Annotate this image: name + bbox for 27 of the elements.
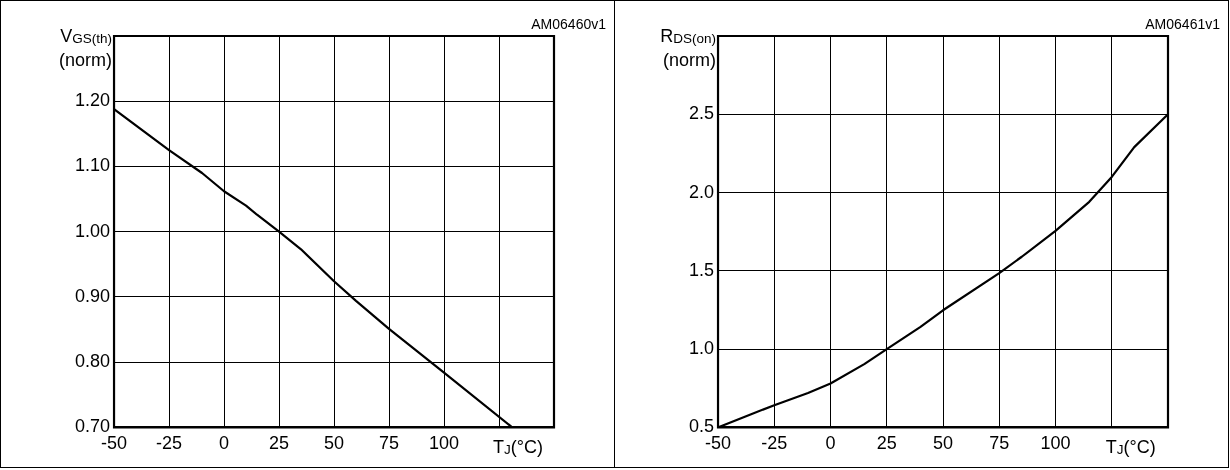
y-tick-label: 2.0 [688, 181, 715, 202]
text: AM06460v1 [531, 15, 607, 32]
y-tick-label: 0.90 [74, 285, 111, 306]
x-axis-title: TJ(°C) [1105, 437, 1156, 458]
x-tick-label: 50 [933, 433, 954, 454]
x-axis-title: TJ(°C) [493, 437, 543, 458]
x-tick-label: 0 [219, 433, 230, 454]
y-axis-title: VGS(th) (norm) [59, 26, 113, 70]
text: AM06461v1 [1145, 15, 1221, 32]
y-tick-label: 1.20 [74, 90, 111, 111]
x-tick-label: 75 [379, 433, 400, 454]
x-tick-label: 0 [825, 433, 836, 454]
x-tick-label: -25 [156, 433, 183, 454]
y-tick-label: 1.10 [74, 155, 111, 176]
x-tick-label: 100 [428, 433, 460, 454]
y-tick-label: 0.80 [74, 351, 111, 372]
y-axis-title: RDS(on) (norm) [660, 26, 717, 70]
x-tick-label: 25 [876, 433, 897, 454]
x-tick-label: 50 [324, 433, 345, 454]
x-tick-label: 25 [269, 433, 290, 454]
y-tick-label: 2.5 [688, 103, 715, 124]
x-tick-label: 100 [1040, 433, 1071, 454]
y-tick-label: 1.0 [688, 338, 715, 359]
x-tick-label: 75 [989, 433, 1010, 454]
y-tick-label: 1.00 [74, 220, 111, 241]
y-tick-label: 1.5 [688, 259, 715, 280]
x-tick-label: -25 [761, 433, 788, 454]
